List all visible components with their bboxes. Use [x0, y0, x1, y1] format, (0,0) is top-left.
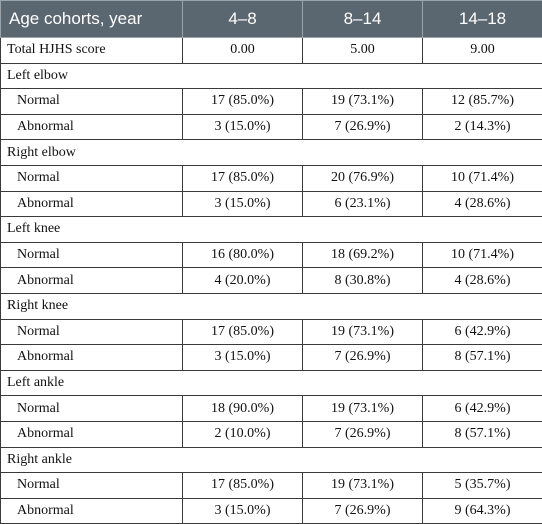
row-label: Normal: [1, 165, 183, 191]
cell-value: 3 (15.0%): [183, 114, 303, 140]
row-label: Normal: [1, 396, 183, 422]
group-row: Left elbow: [1, 63, 542, 89]
cell-value: 6 (23.1%): [303, 191, 423, 217]
cell-value: 17 (85.0%): [183, 89, 303, 115]
cell-value: 17 (85.0%): [183, 165, 303, 191]
cell-value: 19 (73.1%): [303, 89, 423, 115]
group-label: Left knee: [1, 217, 542, 243]
group-row: Right elbow: [1, 140, 542, 166]
row-label: Normal: [1, 89, 183, 115]
header-row: Age cohorts, year 4–8 8–14 14–18: [1, 1, 542, 38]
header-cohort-4-8: 4–8: [183, 1, 303, 38]
group-label: Right knee: [1, 293, 542, 319]
cell-value: 19 (73.1%): [303, 473, 423, 499]
group-row: Left ankle: [1, 370, 542, 396]
group-label: Right elbow: [1, 140, 542, 166]
group-label: Left elbow: [1, 63, 542, 89]
cell-value: 18 (90.0%): [183, 396, 303, 422]
cell-value: 19 (73.1%): [303, 319, 423, 345]
cell-value: 19 (73.1%): [303, 396, 423, 422]
row-label: Abnormal: [1, 345, 183, 371]
row-label: Normal: [1, 473, 183, 499]
total-score-value: 5.00: [303, 38, 423, 64]
cell-value: 3 (15.0%): [183, 191, 303, 217]
cell-value: 3 (15.0%): [183, 345, 303, 371]
cell-value: 4 (28.6%): [423, 268, 542, 294]
row-label: Abnormal: [1, 421, 183, 447]
cell-value: 2 (10.0%): [183, 421, 303, 447]
total-score-row: Total HJHS score 0.00 5.00 9.00: [1, 38, 542, 64]
cell-value: 4 (20.0%): [183, 268, 303, 294]
cell-value: 5 (35.7%): [423, 473, 542, 499]
group-row: Right ankle: [1, 447, 542, 473]
row-label: Abnormal: [1, 114, 183, 140]
total-score-value: 9.00: [423, 38, 542, 64]
cell-value: 6 (42.9%): [423, 396, 542, 422]
header-age-cohorts: Age cohorts, year: [1, 1, 183, 38]
header-cohort-14-18: 14–18: [423, 1, 542, 38]
cell-value: 2 (14.3%): [423, 114, 542, 140]
group-label: Left ankle: [1, 370, 542, 396]
group-row: Left knee: [1, 217, 542, 243]
row-label: Abnormal: [1, 191, 183, 217]
row-label: Normal: [1, 242, 183, 268]
cell-value: 17 (85.0%): [183, 473, 303, 499]
cell-value: 20 (76.9%): [303, 165, 423, 191]
row-label: Abnormal: [1, 268, 183, 294]
group-row: Right knee: [1, 293, 542, 319]
cell-value: 10 (71.4%): [423, 165, 542, 191]
cell-value: 7 (26.9%): [303, 114, 423, 140]
cell-value: 18 (69.2%): [303, 242, 423, 268]
cell-value: 6 (42.9%): [423, 319, 542, 345]
cell-value: 16 (80.0%): [183, 242, 303, 268]
cell-value: 8 (30.8%): [303, 268, 423, 294]
total-score-label: Total HJHS score: [1, 38, 183, 64]
cell-value: 8 (57.1%): [423, 345, 542, 371]
cell-value: 17 (85.0%): [183, 319, 303, 345]
cell-value: 4 (28.6%): [423, 191, 542, 217]
header-cohort-8-14: 8–14: [303, 1, 423, 38]
cell-value: 7 (26.9%): [303, 345, 423, 371]
cell-value: 10 (71.4%): [423, 242, 542, 268]
total-score-value: 0.00: [183, 38, 303, 64]
cell-value: 12 (85.7%): [423, 89, 542, 115]
cell-value: 8 (57.1%): [423, 421, 542, 447]
row-label: Normal: [1, 319, 183, 345]
group-label: Right ankle: [1, 447, 542, 473]
table-body: Total HJHS score 0.00 5.00 9.00 Left elb…: [1, 38, 542, 524]
cell-value: 7 (26.9%): [303, 421, 423, 447]
